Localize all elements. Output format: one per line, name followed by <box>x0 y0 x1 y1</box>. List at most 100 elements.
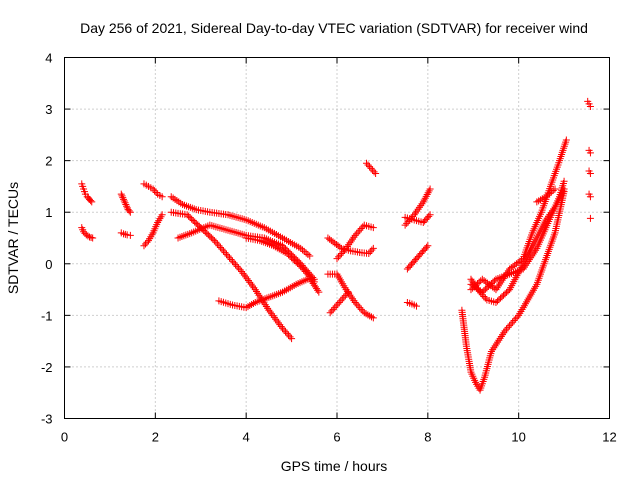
series-arc11 <box>242 234 318 286</box>
data-point <box>477 289 485 297</box>
data-point <box>333 255 341 263</box>
series-arc26 <box>584 97 594 110</box>
data-point <box>372 170 380 178</box>
data-point <box>291 257 299 265</box>
data-point <box>85 233 93 241</box>
data-point <box>189 217 197 225</box>
data-point <box>356 226 364 234</box>
data-point <box>338 295 346 303</box>
series-arc21 <box>458 188 568 394</box>
data-point <box>269 312 277 320</box>
series-arc1 <box>78 180 96 206</box>
data-point <box>547 188 555 196</box>
data-point <box>238 268 246 276</box>
data-point <box>216 243 224 251</box>
series-arc27 <box>585 146 594 157</box>
data-point <box>549 187 557 195</box>
x-tick-label: 12 <box>602 430 616 445</box>
data-point <box>219 247 227 255</box>
data-point <box>337 297 345 305</box>
y-tick-label: 3 <box>45 102 52 117</box>
data-point <box>206 232 214 240</box>
series-arc7 <box>167 193 314 260</box>
data-point <box>188 215 196 223</box>
data-point <box>368 313 376 321</box>
data-point <box>304 271 312 279</box>
series-arc16 <box>363 159 380 178</box>
data-point <box>353 230 361 238</box>
data-point <box>88 198 96 206</box>
data-point <box>401 221 409 229</box>
data-point <box>332 302 340 310</box>
data-point <box>492 298 500 306</box>
data-point <box>474 286 482 294</box>
x-tick-label: 6 <box>333 430 340 445</box>
y-tick-label: 0 <box>45 257 52 272</box>
series-arc13 <box>324 270 377 322</box>
data-point <box>122 200 130 208</box>
data-point <box>279 324 286 332</box>
data-point <box>586 149 594 157</box>
series-arc3 <box>117 190 134 216</box>
data-point <box>120 195 128 203</box>
data-point <box>344 288 352 296</box>
plot-frame <box>64 57 610 419</box>
data-point <box>500 291 508 299</box>
data-point <box>504 323 512 331</box>
x-axis-label: GPS time / hours <box>281 458 388 474</box>
data-point <box>562 136 570 144</box>
data-point <box>422 243 430 251</box>
data-point <box>544 191 552 199</box>
data-point <box>314 286 322 294</box>
data-point <box>289 255 297 263</box>
data-point <box>270 313 278 321</box>
y-tick-label: 4 <box>45 51 52 66</box>
data-point <box>354 228 362 236</box>
data-point <box>326 309 334 317</box>
series-arc2 <box>78 224 97 242</box>
data-point <box>119 194 127 202</box>
data-point <box>354 302 362 310</box>
data-point <box>363 159 371 167</box>
data-point <box>338 249 346 257</box>
data-point <box>233 262 241 270</box>
data-point <box>215 242 223 250</box>
data-point <box>426 185 434 193</box>
data-point <box>121 199 129 207</box>
data-point <box>158 211 166 219</box>
data-point <box>367 164 375 172</box>
data-point <box>467 286 475 294</box>
data-point <box>426 211 434 219</box>
data-point <box>285 251 293 259</box>
data-point <box>304 251 312 259</box>
data-point <box>301 268 309 276</box>
data-point <box>246 278 254 286</box>
data-point <box>560 177 568 185</box>
data-point <box>272 315 280 323</box>
data-point <box>586 193 594 201</box>
data-point <box>503 288 511 296</box>
data-point <box>123 202 131 210</box>
y-tick-label: -2 <box>41 360 53 375</box>
data-point <box>359 223 367 231</box>
data-point <box>362 310 370 318</box>
data-point <box>360 309 368 317</box>
data-point <box>302 249 310 257</box>
data-point <box>288 335 296 343</box>
data-point <box>481 294 489 302</box>
data-point <box>498 293 506 301</box>
data-point <box>236 266 244 274</box>
series-arc30 <box>586 214 594 222</box>
data-point <box>276 321 284 329</box>
data-point <box>300 247 308 255</box>
data-point <box>84 232 92 240</box>
data-point <box>339 248 347 256</box>
data-point <box>335 253 343 261</box>
data-point <box>239 269 247 277</box>
data-point <box>306 252 314 260</box>
series-arc20 <box>403 298 420 310</box>
data-point <box>158 193 166 201</box>
data-point <box>341 246 349 254</box>
data-point <box>230 259 238 267</box>
